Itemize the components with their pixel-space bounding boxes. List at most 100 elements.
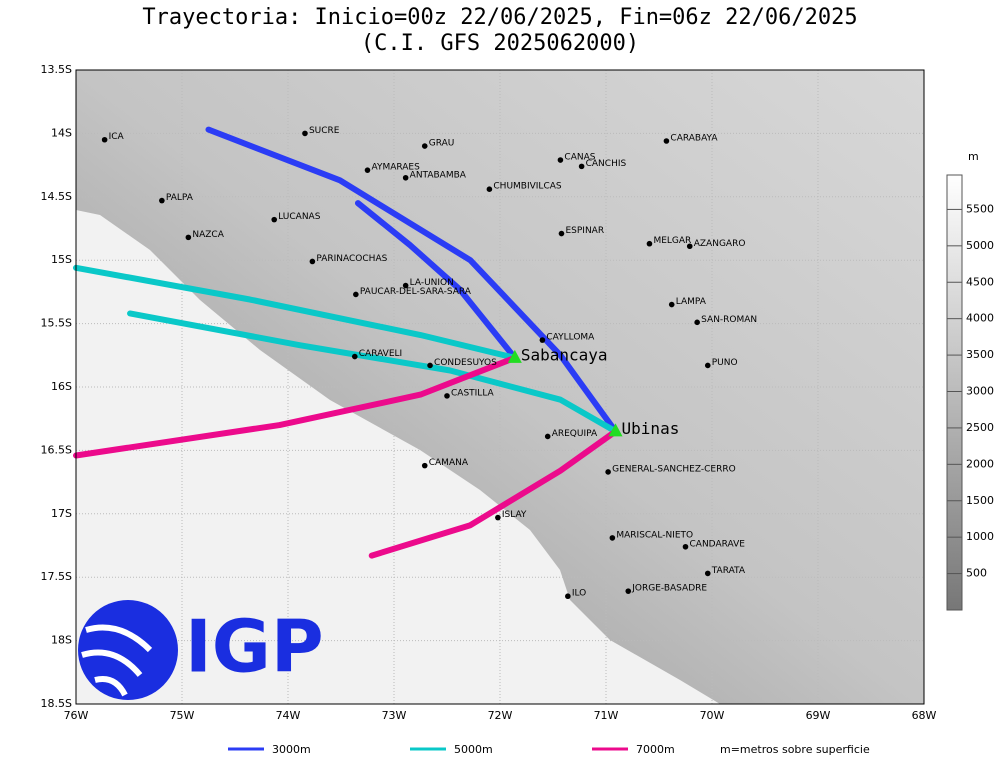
place-marker xyxy=(663,138,670,144)
colorbar-label: 2000 xyxy=(966,457,994,470)
x-tick-label: 74W xyxy=(276,709,301,722)
place-marker xyxy=(558,230,565,237)
place-marker xyxy=(421,462,428,469)
source-marker xyxy=(507,349,522,363)
y-tick-label: 14.5S xyxy=(41,190,72,203)
legend-label: 7000m xyxy=(636,743,675,756)
place-marker xyxy=(427,362,433,369)
place-marker xyxy=(694,319,700,326)
logo-lines xyxy=(81,624,153,697)
place-marker xyxy=(364,167,371,173)
trajectory xyxy=(354,200,518,361)
trajectory xyxy=(205,126,619,435)
logo-text: IGP xyxy=(185,605,324,689)
place-label: AZANGARO xyxy=(694,239,746,249)
place-label: SAN-ROMAN xyxy=(701,315,757,325)
place-label: AYMARAES xyxy=(372,163,421,173)
source-marker xyxy=(608,423,623,437)
place-marker xyxy=(444,393,450,399)
place-label: GRAU xyxy=(429,139,455,149)
place-label: CAYLLOMA xyxy=(546,333,595,343)
place-label: CANCHIS xyxy=(586,159,627,169)
place-marker xyxy=(101,136,108,143)
place-marker xyxy=(309,258,316,265)
place-marker xyxy=(159,197,165,204)
colorbar-label: 2500 xyxy=(966,421,994,434)
source-label: Sabancaya xyxy=(521,345,608,364)
x-tick-label: 70W xyxy=(700,709,725,722)
place-label: CAMANA xyxy=(429,458,469,468)
title: Trayectoria: Inicio=00z 22/06/2025, Fin=… xyxy=(142,5,857,30)
place-marker xyxy=(605,469,611,475)
logo: IGP xyxy=(78,600,324,700)
legend-label: 5000m xyxy=(454,743,493,756)
place-label: PALPA xyxy=(166,193,194,203)
colorbar xyxy=(946,174,963,611)
colorbar-unit: m xyxy=(968,150,979,163)
place-label: SUCRE xyxy=(309,126,340,136)
place-marker xyxy=(495,514,501,521)
y-tick-label: 17.5S xyxy=(41,570,72,583)
x-tick-label: 75W xyxy=(170,709,195,722)
place-marker xyxy=(704,570,711,577)
place-marker xyxy=(539,337,546,343)
place-label: ILO xyxy=(572,589,586,599)
colorbar-label: 1000 xyxy=(966,530,994,543)
place-label: GENERAL-SANCHEZ-CERRO xyxy=(612,464,736,474)
place-marker xyxy=(486,186,493,192)
y-tick-label: 16.5S xyxy=(41,443,72,456)
colorbar-label: 1500 xyxy=(966,494,994,507)
place-marker xyxy=(682,543,689,550)
place-marker xyxy=(544,433,551,440)
place-label: CARAVELI xyxy=(359,349,402,359)
place-label: ICA xyxy=(109,132,125,142)
map-frame xyxy=(75,69,925,705)
y-tick-label: 16S xyxy=(51,380,72,393)
source-label: Ubinas xyxy=(622,419,680,438)
place-marker xyxy=(302,130,308,137)
y-tick-label: 15S xyxy=(51,253,72,266)
colorbar-label: 500 xyxy=(966,567,987,580)
place-marker xyxy=(565,593,571,600)
place-label: JORGE-BASADRE xyxy=(631,584,707,594)
x-tick-label: 73W xyxy=(382,709,407,722)
place-label: NAZCA xyxy=(192,230,224,240)
place-label: TARATA xyxy=(711,566,746,576)
place-label: LA-UNION xyxy=(410,278,454,288)
colorbar-label: 4000 xyxy=(966,312,994,325)
place-marker xyxy=(353,291,359,298)
colorbar-label: 5500 xyxy=(966,202,994,215)
place-marker xyxy=(686,243,693,250)
trajectory xyxy=(73,354,518,459)
place-marker xyxy=(351,353,358,360)
place-marker xyxy=(421,143,428,149)
place-label: LAMPA xyxy=(676,297,707,307)
y-tick-label: 17S xyxy=(51,507,72,520)
place-marker xyxy=(578,163,585,170)
place-marker xyxy=(271,216,278,223)
place-label: CANAS xyxy=(564,153,595,163)
place-marker xyxy=(185,234,192,241)
x-tick-label: 72W xyxy=(488,709,513,722)
y-tick-label: 15.5S xyxy=(41,317,72,330)
colorbar-label: 3500 xyxy=(966,348,994,361)
place-marker xyxy=(402,282,409,289)
y-tick-label: 18S xyxy=(51,634,72,647)
trajectory xyxy=(368,428,619,559)
place-label: CHUMBIVILCAS xyxy=(493,182,561,192)
trajectory xyxy=(127,310,619,435)
x-tick-label: 68W xyxy=(912,709,937,722)
colorbar-label: 3000 xyxy=(966,385,994,398)
place-label: CARABAYA xyxy=(670,134,718,144)
x-tick-label: 71W xyxy=(594,709,619,722)
place-marker xyxy=(704,362,711,369)
place-label: LUCANAS xyxy=(278,212,320,222)
x-tick-label: 76W xyxy=(64,709,89,722)
place-label: ESPINAR xyxy=(565,226,604,236)
colorbar-label: 4500 xyxy=(966,275,994,288)
place-label: PAUCAR-DEL-SARA-SARA xyxy=(360,287,472,297)
place-label: MARISCAL-NIETO xyxy=(616,530,693,540)
place-marker xyxy=(625,588,632,594)
y-tick-label: 18.5S xyxy=(41,697,72,710)
